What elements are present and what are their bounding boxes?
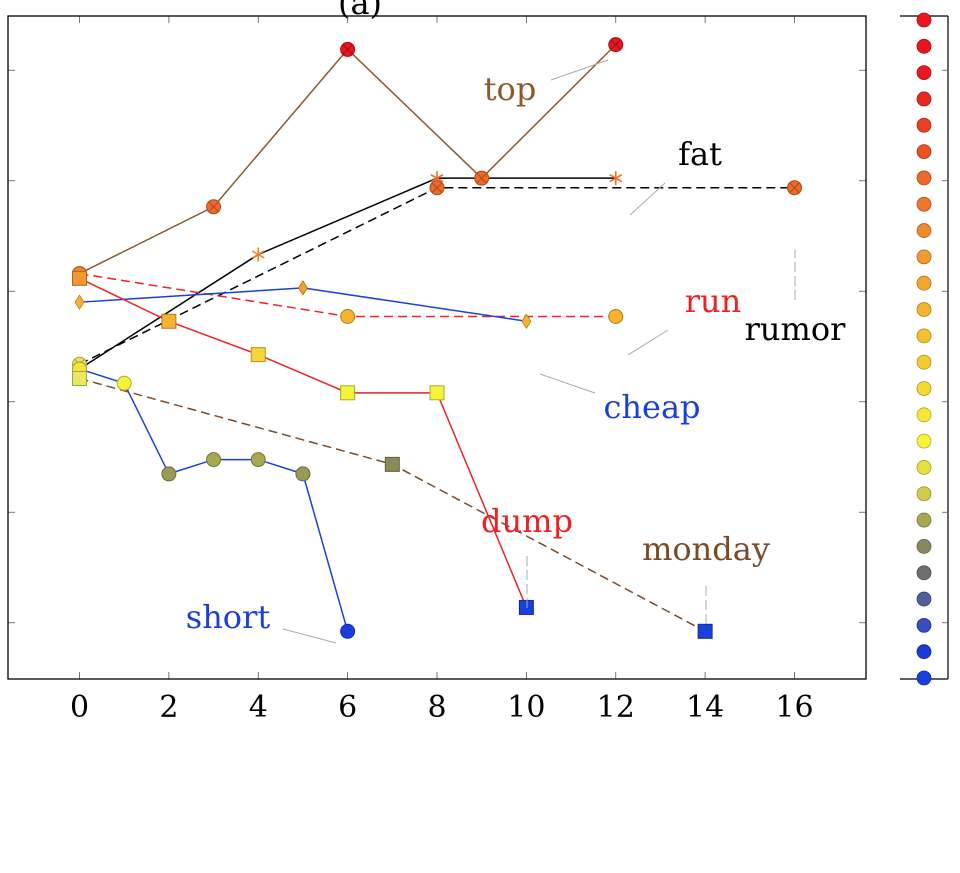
x-tick-label: 2 [159, 690, 178, 725]
annotation-leader [282, 628, 337, 644]
x-tick-label: 12 [597, 690, 635, 725]
colorbar-swatch [916, 407, 932, 423]
marker-top [206, 199, 222, 215]
x-tick-label: 14 [686, 690, 724, 725]
plot-area [8, 16, 866, 679]
marker-top [474, 170, 490, 186]
marker-run [340, 308, 356, 324]
marker-fat [251, 247, 265, 262]
colorbar-swatch [916, 12, 932, 28]
colorbar-swatch [916, 144, 932, 160]
colorbar-swatch [916, 170, 932, 186]
annotation-leader [539, 373, 596, 394]
x-tick-label: 0 [70, 690, 89, 725]
annotation-dump: dump [481, 502, 573, 540]
annotation-cheap: cheap [603, 388, 700, 426]
colorbar-swatch [916, 249, 932, 265]
colorbar-swatch [916, 617, 932, 633]
colorbar-swatch [916, 539, 932, 554]
marker-top [340, 41, 356, 57]
annotation-leader [629, 182, 666, 216]
annotation-leader [550, 59, 609, 81]
x-tick-label: 8 [427, 690, 446, 725]
marker-top [608, 37, 624, 53]
colorbar-swatch [916, 644, 932, 660]
colorbar-swatch [916, 65, 932, 81]
annotation-leader [627, 329, 669, 356]
x-tick-label: 10 [507, 690, 545, 725]
colorbar-swatch [916, 670, 932, 686]
colorbar-swatch [916, 117, 932, 133]
annotation-fat: fat [678, 135, 722, 173]
series-line-dump [79, 277, 528, 608]
marker-rumor [429, 180, 445, 196]
marker-short [116, 375, 132, 391]
marker-dump [518, 599, 534, 615]
colorbar-swatch [916, 433, 932, 449]
colorbar-swatch [916, 354, 932, 370]
marker-fat [609, 171, 623, 186]
marker-dump [250, 347, 266, 363]
colorbar-swatch [916, 381, 932, 396]
colorbar-swatch [916, 460, 932, 475]
colorbar [900, 12, 949, 686]
marker-monday [72, 371, 87, 387]
colorbar-swatch [916, 223, 932, 238]
x-tick-label: 16 [775, 690, 813, 725]
marker-monday [697, 623, 713, 639]
x-tick-label: 4 [249, 690, 268, 725]
marker-cheap [521, 313, 532, 330]
marker-short [295, 466, 311, 482]
series-line-fat [79, 177, 616, 370]
marker-cheap [297, 280, 308, 296]
marker-monday [384, 456, 400, 472]
colorbar-swatch [916, 275, 932, 291]
colorbar-swatch [916, 38, 932, 54]
annotation-run: run [685, 282, 742, 320]
x-tick-label: 6 [338, 690, 357, 725]
marker-cheap [74, 294, 85, 310]
colorbar-swatch [916, 328, 932, 344]
markers-layer [72, 37, 802, 639]
chart-title: (a) [338, 0, 382, 22]
colorbar-swatch [916, 196, 932, 212]
marker-short [206, 452, 222, 468]
colorbar-swatch [916, 565, 932, 581]
colorbar-swatch [916, 486, 932, 502]
colorbar-swatch [916, 91, 932, 107]
marker-dump [72, 270, 87, 286]
marker-short [340, 623, 356, 639]
marker-dump [161, 313, 177, 329]
axis-ticks: 0 2 4 6 8 10 12 14 16 [8, 16, 866, 725]
marker-rumor [787, 180, 802, 196]
annotation-top: top [484, 70, 537, 108]
annotation-short: short [186, 598, 271, 636]
marker-short [161, 466, 177, 482]
marker-dump [340, 385, 356, 401]
plot-frame [7, 15, 867, 680]
marker-run [608, 308, 624, 324]
annotation-monday: monday [642, 530, 770, 568]
marker-dump [429, 385, 445, 401]
colorbar-swatch [916, 512, 932, 528]
annotation-rumor: rumor [745, 310, 847, 348]
colorbar-swatch [916, 302, 932, 317]
colorbar-swatch [916, 591, 932, 607]
marker-short [250, 452, 266, 468]
